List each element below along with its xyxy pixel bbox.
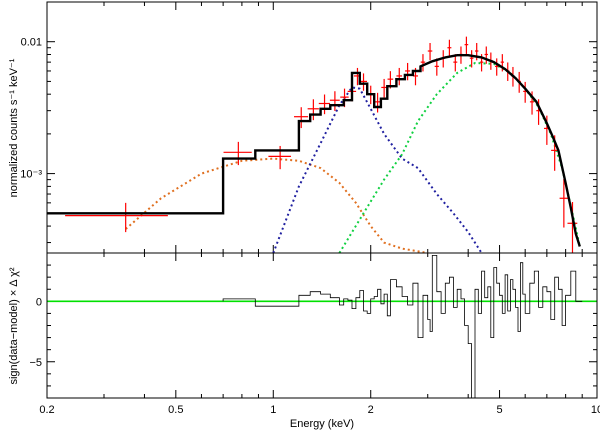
data-point <box>427 43 433 61</box>
residual-frame <box>46 252 598 399</box>
data-point <box>469 50 474 68</box>
hard-component-curve <box>338 61 581 253</box>
data-point <box>294 107 309 129</box>
data-point <box>223 141 252 166</box>
line-component-curve <box>272 86 483 253</box>
data-point <box>447 39 452 58</box>
data-point <box>420 54 426 72</box>
soft-component-curve <box>125 157 428 253</box>
data-point <box>374 92 381 113</box>
spectrum-panel: 0.01 10⁻³ normalized counts s⁻¹ keV⁻¹ <box>8 1 598 254</box>
data-point <box>307 99 319 121</box>
y-tick-label: 0.01 <box>21 37 42 49</box>
spectrum-y-tick-labels: 0.01 10⁻³ <box>20 37 42 181</box>
spectrum-y-axis-label: normalized counts s⁻¹ keV⁻¹ <box>8 58 20 197</box>
data-point <box>495 58 499 76</box>
data-point <box>318 94 331 115</box>
data-point <box>405 62 411 81</box>
data-point <box>484 46 488 64</box>
spectrum-ticks <box>46 1 598 253</box>
x-tick-labels: 0.2 0.5 1 2 5 10 <box>39 404 600 416</box>
model-curve <box>47 54 581 247</box>
data-point <box>65 202 168 233</box>
y-tick-label: 10⁻³ <box>20 169 42 181</box>
residual-plot-area <box>47 255 597 398</box>
x-tick-label: 5 <box>496 404 502 416</box>
data-point <box>396 67 403 86</box>
residual-panel: 0 −5 sign(data−model) × Δ χ² <box>8 252 598 399</box>
residual-steps <box>222 255 583 398</box>
x-tick-label: 2 <box>368 404 374 416</box>
data-point <box>523 81 528 103</box>
data-point <box>381 78 387 98</box>
data-point <box>559 178 569 228</box>
data-point <box>464 36 469 54</box>
y-tick-label: 0 <box>36 296 42 308</box>
x-tick-label: 1 <box>270 404 276 416</box>
data-point <box>434 58 439 76</box>
data-point <box>359 73 367 91</box>
x-tick-label: 10 <box>591 404 600 416</box>
data-point <box>453 54 458 72</box>
residual-y-tick-labels: 0 −5 <box>29 296 42 368</box>
residual-y-axis-label: sign(data−model) × Δ χ² <box>8 267 20 384</box>
x-tick-label: 0.2 <box>39 404 54 416</box>
y-tick-label: −5 <box>29 357 42 369</box>
spectrum-plot-area <box>47 36 581 253</box>
data-point <box>329 91 340 111</box>
x-axis-label: Energy (keV) <box>290 418 354 430</box>
x-tick-label: 0.5 <box>168 404 183 416</box>
residual-ticks <box>46 253 598 398</box>
